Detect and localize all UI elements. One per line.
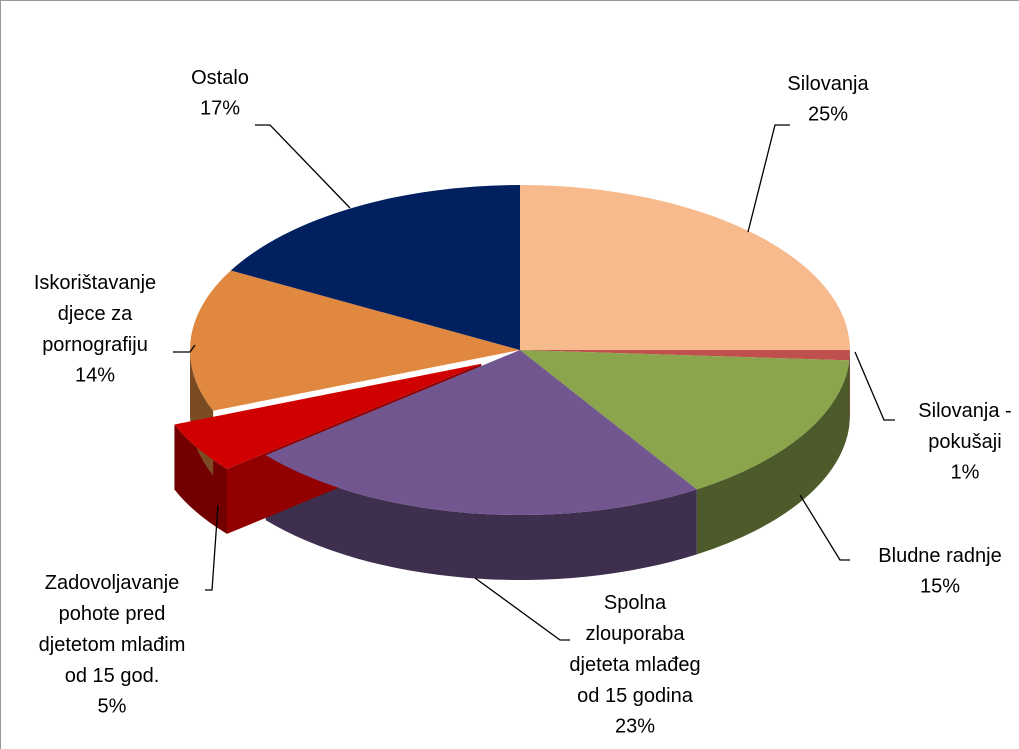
label-line: pornografiju — [42, 334, 148, 356]
label-line: pohote pred — [59, 603, 166, 625]
value-label: 17% — [200, 98, 240, 120]
value-label: 15% — [920, 576, 960, 598]
slice — [174, 363, 482, 469]
label-line: pokušaji — [928, 431, 1001, 453]
category-label: Silovanja — [787, 73, 869, 95]
category-label: Spolna zlouporaba djeteta mlađeg od 15 godi… — [569, 592, 700, 707]
value-label: 23% — [615, 716, 655, 738]
label-line: djeteta mlađeg — [569, 654, 700, 676]
category-label: Iskorištavanje djece za pornografiju — [34, 272, 156, 356]
leader-line — [474, 577, 570, 641]
label-line: Zadovoljavanje — [45, 572, 180, 594]
leader-line — [255, 124, 351, 209]
label-line: od 15 godina — [577, 685, 694, 707]
label-line: od 15 god. — [65, 665, 160, 687]
label-line: djetetom mlađim — [39, 634, 186, 656]
slice-side — [265, 455, 697, 580]
label-line: Silovanja — [787, 73, 869, 95]
category-label: Silovanja - pokušaji — [918, 400, 1011, 453]
value-label: 14% — [75, 365, 115, 387]
label-line: Ostalo — [191, 67, 249, 89]
label-line: Bludne radnje — [878, 545, 1001, 567]
value-label: 25% — [808, 104, 848, 126]
value-label: 1% — [951, 462, 980, 484]
label-line: zlouporaba — [586, 623, 686, 645]
label-line: Iskorištavanje — [34, 272, 156, 294]
category-label: Ostalo — [191, 67, 249, 89]
slice — [520, 350, 851, 361]
leader-line — [799, 494, 850, 561]
slice-side — [174, 424, 227, 534]
slice — [190, 270, 520, 411]
label-line: Silovanja - — [918, 400, 1011, 422]
slice — [520, 185, 850, 350]
slice-side — [696, 360, 850, 555]
label-line: Spolna — [604, 592, 667, 614]
leader-line — [173, 344, 196, 353]
slice — [230, 185, 521, 350]
slice-side — [849, 350, 851, 426]
slice — [520, 350, 850, 490]
category-label: Bludne radnje — [878, 545, 1001, 567]
leader-line — [854, 351, 895, 421]
leader-line — [205, 504, 219, 591]
slice — [265, 350, 697, 515]
value-label: 5% — [98, 696, 127, 718]
category-label: Zadovoljavanje pohote pred djetetom mlađim… — [39, 572, 186, 687]
label-line: djece za — [58, 303, 133, 325]
leader-line — [747, 124, 790, 233]
